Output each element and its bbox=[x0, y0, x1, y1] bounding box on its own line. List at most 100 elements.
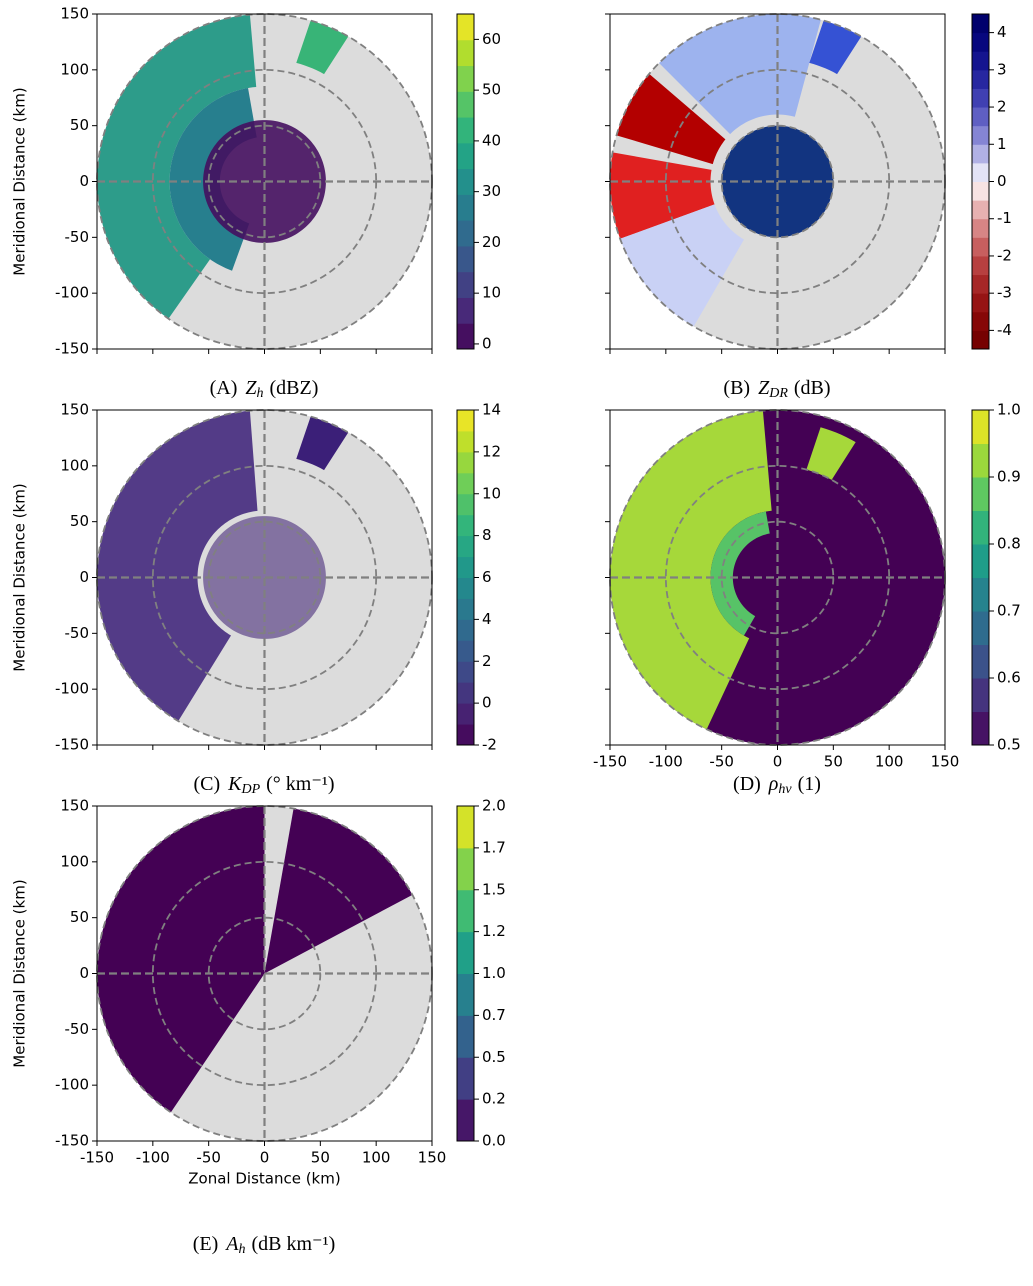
colorbar-tick-label: 2.0 bbox=[482, 797, 506, 815]
range-ring bbox=[207, 124, 322, 239]
colorbar-level bbox=[972, 477, 989, 511]
colorbar-level bbox=[972, 544, 989, 578]
x-tick-label: 0 bbox=[773, 753, 783, 771]
x-tick-label: 0 bbox=[260, 1149, 270, 1167]
colorbar-level bbox=[457, 806, 474, 849]
radar-echo bbox=[203, 516, 326, 639]
colorbar-tick-label: 0 bbox=[997, 172, 1007, 190]
y-tick-label: 150 bbox=[60, 797, 89, 815]
colorbar-level bbox=[457, 1057, 474, 1100]
colorbar-level bbox=[457, 168, 474, 195]
colorbar-tick-label: 0.8 bbox=[997, 535, 1021, 553]
radar-echo bbox=[809, 20, 862, 75]
colorbar-tick-label: -2 bbox=[482, 736, 497, 754]
radar-echo bbox=[616, 73, 726, 165]
colorbar-tick-label: 4 bbox=[997, 23, 1007, 41]
colorbar-level bbox=[457, 117, 474, 144]
colorbar-level bbox=[972, 181, 989, 201]
x-tick-label: -50 bbox=[709, 753, 734, 771]
radar-echo bbox=[721, 125, 834, 238]
colorbar-tick-label: 0.9 bbox=[997, 468, 1021, 486]
colorbar-level bbox=[972, 577, 989, 612]
colorbar-tick-label: 1.2 bbox=[482, 922, 506, 940]
colorbar-level bbox=[457, 724, 474, 746]
y-tick-label: 50 bbox=[70, 116, 89, 134]
colorbar-tick-label: -4 bbox=[997, 321, 1012, 339]
range-ring bbox=[151, 860, 378, 1087]
colorbar-level bbox=[457, 535, 474, 558]
caption: (A) Zh (dBZ) bbox=[210, 377, 319, 402]
colorbar-level bbox=[457, 1015, 474, 1058]
colorbar-tick-label: 60 bbox=[482, 30, 501, 48]
colorbar-level bbox=[457, 451, 474, 474]
colorbar-level bbox=[457, 220, 474, 247]
caption: (C) KDP (° km⁻¹) bbox=[193, 773, 334, 798]
colorbar-tick-label: -3 bbox=[997, 284, 1012, 302]
range-ring bbox=[720, 520, 835, 635]
radar-echo bbox=[97, 410, 258, 722]
caption-letter: (D) bbox=[733, 773, 761, 795]
radar-echo bbox=[203, 120, 326, 243]
colorbar-level bbox=[457, 14, 474, 41]
radar-echo bbox=[296, 20, 349, 75]
colorbar-level bbox=[457, 245, 474, 273]
colorbar-level bbox=[457, 889, 474, 933]
caption-letter: (A) bbox=[210, 377, 238, 399]
caption-letter: (E) bbox=[193, 1233, 219, 1255]
colorbar-level bbox=[972, 274, 989, 294]
caption-unit: (° km⁻¹) bbox=[266, 773, 334, 795]
colorbar-level bbox=[457, 142, 474, 170]
caption-letter: (B) bbox=[723, 377, 750, 399]
colorbar-level bbox=[457, 297, 474, 324]
caption-subscript: DP bbox=[240, 782, 260, 797]
colorbar-level bbox=[972, 14, 989, 34]
radar-echo bbox=[610, 152, 715, 239]
colorbar-tick-label: 3 bbox=[997, 60, 1007, 78]
colorbar-level bbox=[457, 640, 474, 662]
colorbar-level bbox=[457, 430, 474, 453]
colorbar-level bbox=[972, 69, 989, 89]
colorbar-level bbox=[972, 410, 989, 444]
colorbar-level bbox=[972, 88, 989, 108]
caption-subscript: DR bbox=[768, 386, 788, 401]
x-tick-label: 100 bbox=[362, 1149, 391, 1167]
colorbar-level bbox=[972, 611, 989, 645]
colorbar-tick-label: 50 bbox=[482, 81, 501, 99]
colorbar-level bbox=[972, 678, 989, 712]
radar-echo bbox=[620, 204, 744, 327]
panel: -4 -3 -2 -1 0 1 2 3 4 (B) ZDR (dB) bbox=[605, 13, 1012, 401]
caption: (E) Ah (dB km⁻¹) bbox=[193, 1233, 336, 1258]
range-ring bbox=[151, 68, 378, 295]
colorbar-level bbox=[457, 91, 474, 118]
y-tick-label: 0 bbox=[79, 964, 89, 982]
colorbar-level bbox=[457, 661, 474, 683]
colorbar-frame bbox=[971, 409, 990, 746]
colorbar-tick-label: -2 bbox=[997, 246, 1012, 264]
y-tick-label: 150 bbox=[60, 401, 89, 419]
y-tick-label: 100 bbox=[60, 456, 89, 474]
caption-symbol: K bbox=[227, 773, 243, 795]
x-tick-label: -100 bbox=[649, 753, 683, 771]
range-ring bbox=[720, 124, 835, 239]
y-tick-label: -150 bbox=[55, 1132, 89, 1150]
x-tick-label: 150 bbox=[418, 1149, 447, 1167]
colorbar-level bbox=[972, 711, 989, 746]
colorbar-level bbox=[457, 931, 474, 974]
colorbar-tick-label: 0.5 bbox=[482, 1048, 506, 1066]
y-tick-label: 0 bbox=[79, 172, 89, 190]
colorbar-tick-label: 8 bbox=[482, 526, 492, 544]
caption-unit: (1) bbox=[798, 773, 821, 795]
y-tick-label: 50 bbox=[70, 908, 89, 926]
colorbar-level bbox=[457, 323, 474, 350]
colorbar-tick-label: 2 bbox=[482, 652, 492, 670]
radar-echo bbox=[97, 14, 257, 319]
range-ring bbox=[207, 916, 322, 1031]
y-tick-label: -150 bbox=[55, 736, 89, 754]
colorbar-level bbox=[457, 619, 474, 641]
colorbar-tick-label: 12 bbox=[482, 442, 501, 460]
colorbar-tick-label: 0.7 bbox=[482, 1006, 506, 1024]
caption-symbol: Z bbox=[245, 377, 257, 399]
colorbar-level bbox=[457, 1099, 474, 1142]
range-ring bbox=[664, 68, 891, 295]
